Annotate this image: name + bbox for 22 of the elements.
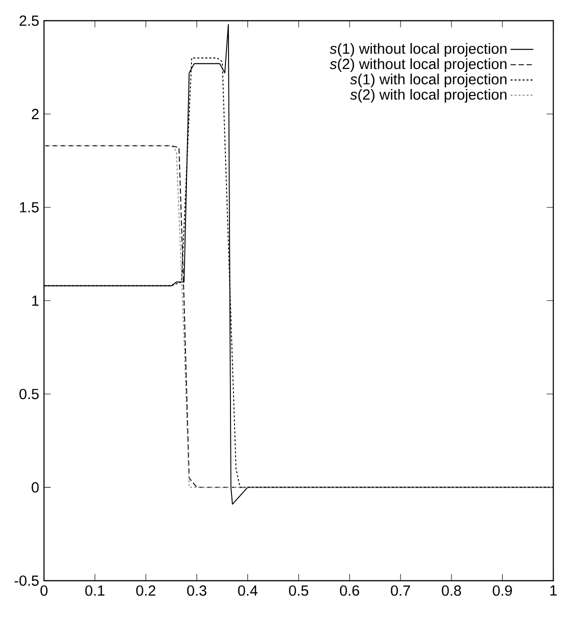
x-tick-label: 0.5 [289,585,308,596]
x-tick-label: 0.4 [238,585,258,596]
legend-label: s(2) with local projection [350,88,506,103]
y-tick-label: 2 [32,108,39,120]
legend-label: s(2) without local projection [330,58,506,72]
y-tick-label: 0.5 [19,388,39,400]
y-tick-label: 2.5 [20,16,39,26]
x-tick-label: 0.9 [492,585,512,596]
legend-label: s(1) with local projection [350,74,506,88]
y-tick-label: -0.5 [14,575,39,586]
x-tick-label: 0 [40,585,48,596]
x-tick-label: 0.6 [340,585,360,596]
y-tick-label: 1 [32,296,39,306]
y-tick-label: 0 [32,482,39,493]
x-tick-label: 0.2 [136,585,156,596]
x-tick-label: 0.7 [390,585,410,596]
x-tick-label: 1 [550,585,557,596]
x-tick-label: 0.1 [85,585,104,596]
legend-label: s(1) without local projection [330,43,506,57]
x-tick-label: 0.8 [442,585,461,596]
x-tick-label: 0.3 [187,585,206,596]
y-tick-label: 1.5 [20,202,39,212]
